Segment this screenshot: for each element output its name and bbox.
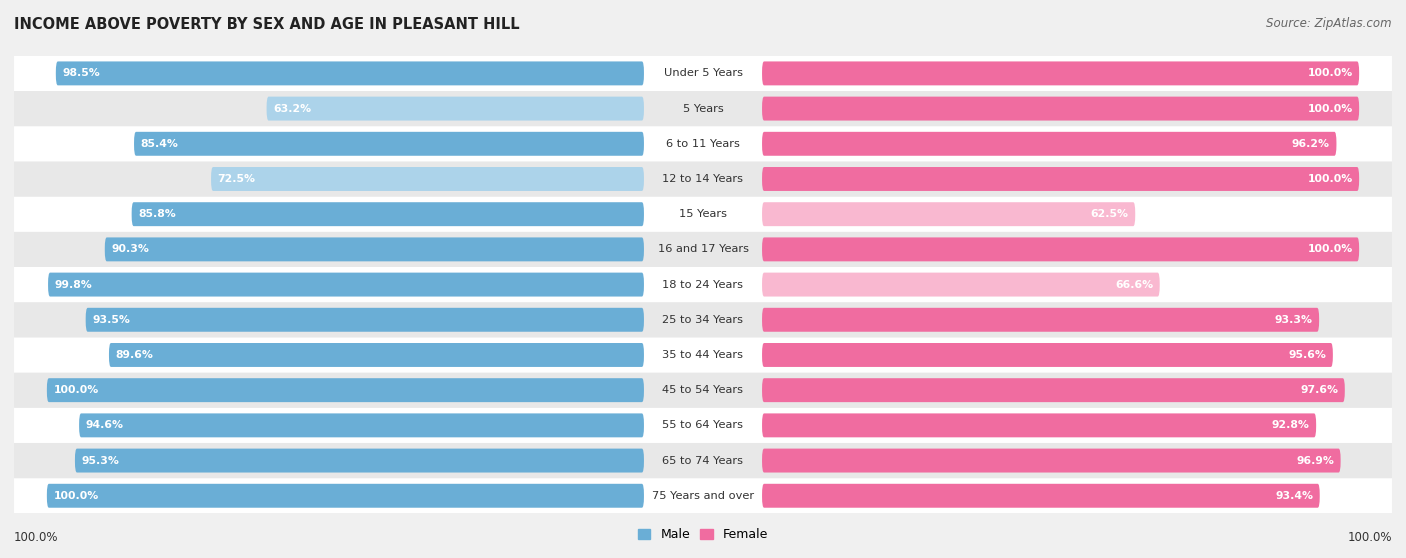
- Text: 90.3%: 90.3%: [111, 244, 149, 254]
- FancyBboxPatch shape: [762, 343, 1333, 367]
- FancyBboxPatch shape: [46, 378, 644, 402]
- FancyBboxPatch shape: [134, 132, 644, 156]
- Text: 95.3%: 95.3%: [82, 455, 120, 465]
- Text: 5 Years: 5 Years: [683, 104, 723, 114]
- Text: 89.6%: 89.6%: [115, 350, 153, 360]
- FancyBboxPatch shape: [762, 97, 1360, 121]
- FancyBboxPatch shape: [75, 449, 644, 473]
- FancyBboxPatch shape: [267, 97, 644, 121]
- Text: 93.3%: 93.3%: [1275, 315, 1313, 325]
- FancyBboxPatch shape: [762, 202, 1135, 226]
- FancyBboxPatch shape: [14, 232, 1392, 267]
- FancyBboxPatch shape: [762, 167, 1360, 191]
- Text: 45 to 54 Years: 45 to 54 Years: [662, 385, 744, 395]
- FancyBboxPatch shape: [132, 202, 644, 226]
- FancyBboxPatch shape: [762, 273, 1160, 296]
- Text: 99.8%: 99.8%: [55, 280, 93, 290]
- FancyBboxPatch shape: [14, 161, 1392, 196]
- FancyBboxPatch shape: [14, 478, 1392, 513]
- FancyBboxPatch shape: [762, 132, 1337, 156]
- Text: 75 Years and over: 75 Years and over: [652, 491, 754, 501]
- Text: 96.9%: 96.9%: [1296, 455, 1334, 465]
- FancyBboxPatch shape: [14, 408, 1392, 443]
- Text: 15 Years: 15 Years: [679, 209, 727, 219]
- Text: 93.5%: 93.5%: [93, 315, 131, 325]
- FancyBboxPatch shape: [762, 308, 1319, 332]
- Text: 100.0%: 100.0%: [1308, 104, 1353, 114]
- Text: 98.5%: 98.5%: [62, 69, 100, 78]
- Text: 66.6%: 66.6%: [1115, 280, 1153, 290]
- Text: 100.0%: 100.0%: [1308, 174, 1353, 184]
- FancyBboxPatch shape: [14, 443, 1392, 478]
- Text: 16 and 17 Years: 16 and 17 Years: [658, 244, 748, 254]
- Text: 100.0%: 100.0%: [1308, 69, 1353, 78]
- Text: INCOME ABOVE POVERTY BY SEX AND AGE IN PLEASANT HILL: INCOME ABOVE POVERTY BY SEX AND AGE IN P…: [14, 17, 520, 32]
- Text: 97.6%: 97.6%: [1301, 385, 1339, 395]
- Text: 12 to 14 Years: 12 to 14 Years: [662, 174, 744, 184]
- FancyBboxPatch shape: [14, 126, 1392, 161]
- Text: 55 to 64 Years: 55 to 64 Years: [662, 420, 744, 430]
- FancyBboxPatch shape: [14, 338, 1392, 373]
- FancyBboxPatch shape: [56, 61, 644, 85]
- Text: Under 5 Years: Under 5 Years: [664, 69, 742, 78]
- FancyBboxPatch shape: [211, 167, 644, 191]
- Text: 92.8%: 92.8%: [1271, 420, 1309, 430]
- Text: 96.2%: 96.2%: [1292, 139, 1330, 149]
- FancyBboxPatch shape: [762, 413, 1316, 437]
- FancyBboxPatch shape: [14, 91, 1392, 126]
- Text: 94.6%: 94.6%: [86, 420, 124, 430]
- Text: 35 to 44 Years: 35 to 44 Years: [662, 350, 744, 360]
- Text: 65 to 74 Years: 65 to 74 Years: [662, 455, 744, 465]
- FancyBboxPatch shape: [14, 373, 1392, 408]
- Legend: Male, Female: Male, Female: [633, 523, 773, 546]
- Text: 85.8%: 85.8%: [138, 209, 176, 219]
- FancyBboxPatch shape: [14, 302, 1392, 338]
- FancyBboxPatch shape: [762, 484, 1320, 508]
- Text: 100.0%: 100.0%: [1308, 244, 1353, 254]
- Text: 100.0%: 100.0%: [53, 385, 98, 395]
- Text: 72.5%: 72.5%: [218, 174, 256, 184]
- FancyBboxPatch shape: [14, 196, 1392, 232]
- Text: 95.6%: 95.6%: [1288, 350, 1326, 360]
- Text: 100.0%: 100.0%: [1347, 531, 1392, 544]
- FancyBboxPatch shape: [762, 378, 1344, 402]
- Text: Source: ZipAtlas.com: Source: ZipAtlas.com: [1267, 17, 1392, 30]
- FancyBboxPatch shape: [14, 267, 1392, 302]
- Text: 100.0%: 100.0%: [14, 531, 59, 544]
- Text: 85.4%: 85.4%: [141, 139, 179, 149]
- FancyBboxPatch shape: [86, 308, 644, 332]
- Text: 25 to 34 Years: 25 to 34 Years: [662, 315, 744, 325]
- FancyBboxPatch shape: [48, 273, 644, 296]
- FancyBboxPatch shape: [46, 484, 644, 508]
- FancyBboxPatch shape: [105, 237, 644, 261]
- Text: 63.2%: 63.2%: [273, 104, 311, 114]
- Text: 18 to 24 Years: 18 to 24 Years: [662, 280, 744, 290]
- FancyBboxPatch shape: [108, 343, 644, 367]
- Text: 100.0%: 100.0%: [53, 491, 98, 501]
- Text: 93.4%: 93.4%: [1275, 491, 1313, 501]
- FancyBboxPatch shape: [79, 413, 644, 437]
- Text: 62.5%: 62.5%: [1091, 209, 1129, 219]
- FancyBboxPatch shape: [762, 237, 1360, 261]
- Text: 6 to 11 Years: 6 to 11 Years: [666, 139, 740, 149]
- FancyBboxPatch shape: [762, 449, 1341, 473]
- FancyBboxPatch shape: [762, 61, 1360, 85]
- FancyBboxPatch shape: [14, 56, 1392, 91]
